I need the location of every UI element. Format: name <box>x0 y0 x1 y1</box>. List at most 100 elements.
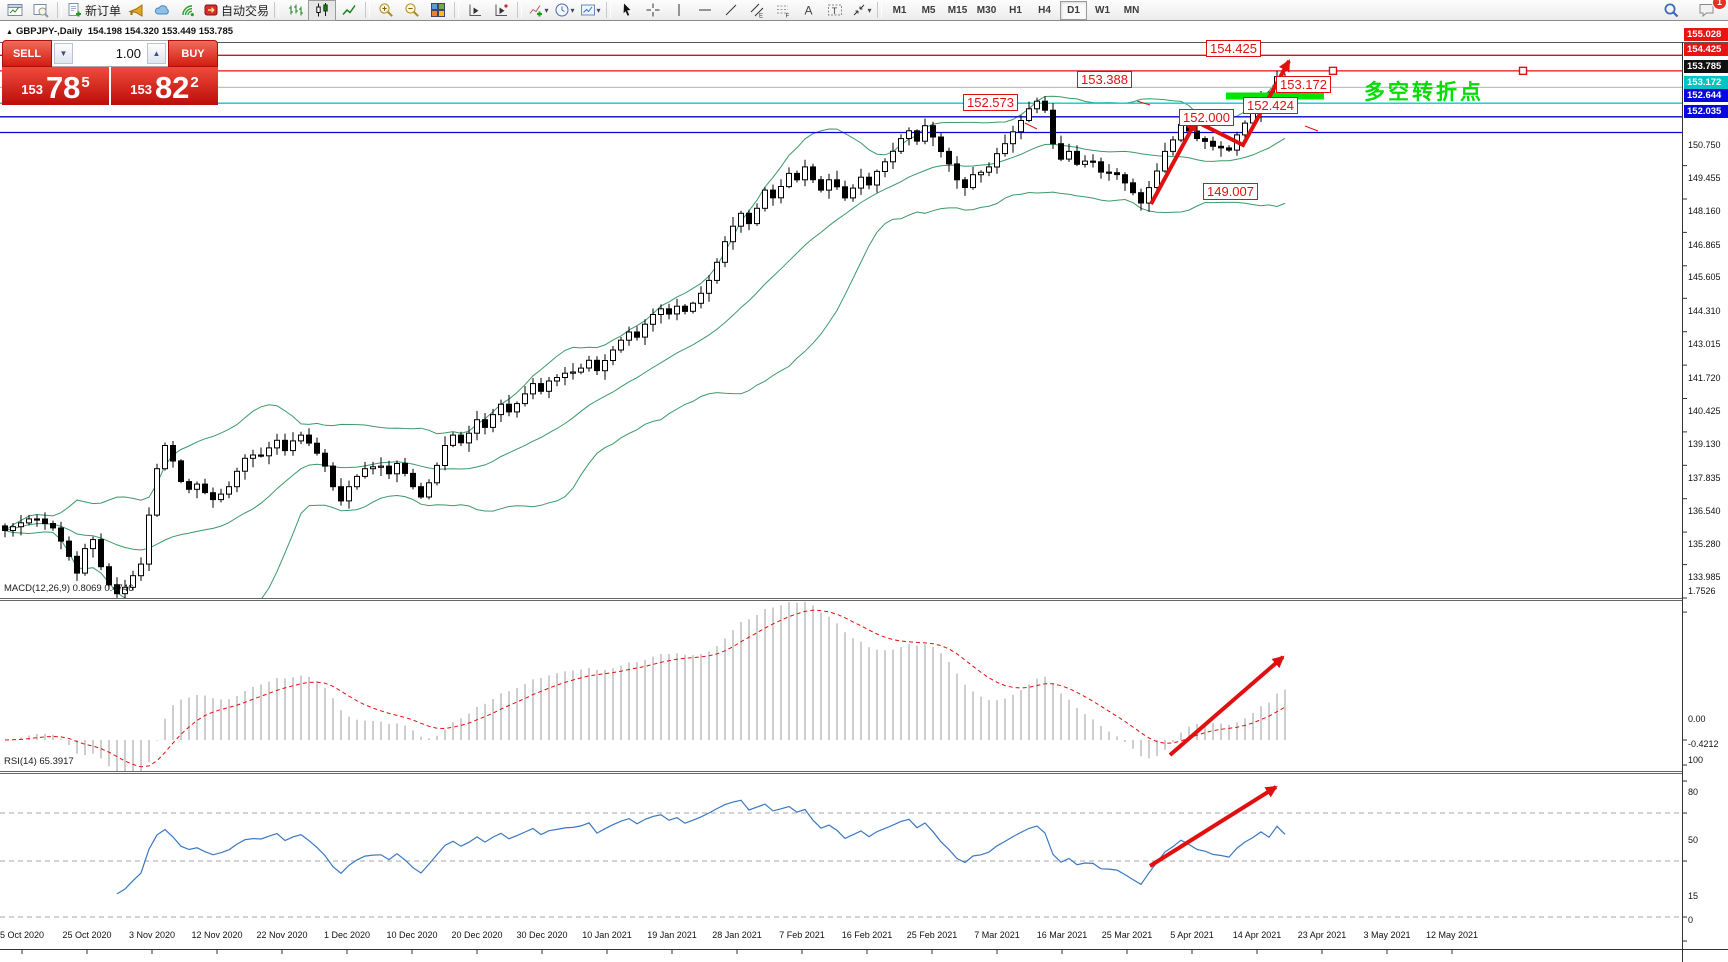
buy-price-pips: 82 <box>155 74 189 102</box>
signals-button[interactable] <box>175 1 201 20</box>
timeframe-mn[interactable]: MN <box>1118 1 1145 20</box>
trendline-button[interactable] <box>718 1 744 20</box>
channel-button[interactable]: E <box>744 1 770 20</box>
indicators-icon <box>528 2 544 18</box>
toolbar-separator <box>517 2 522 18</box>
chart-shift-button[interactable] <box>488 1 514 20</box>
sell-button[interactable]: SELL <box>2 40 52 67</box>
timeframe-m5[interactable]: M5 <box>915 1 942 20</box>
line-handle[interactable] <box>1520 67 1527 74</box>
text-button[interactable]: A <box>796 1 822 20</box>
notifications-button[interactable]: 1 <box>1694 1 1720 20</box>
annotation-leader <box>1305 126 1318 131</box>
timeframe-m15[interactable]: M15 <box>944 1 971 20</box>
toolbar-separator <box>274 2 279 18</box>
bollinger-lower-band <box>5 192 1285 621</box>
candlestick-icon <box>314 2 330 18</box>
auto-scroll-button[interactable] <box>462 1 488 20</box>
timeframe-h1[interactable]: H1 <box>1002 1 1029 20</box>
main-price-pane[interactable] <box>0 55 1682 621</box>
crosshair-icon <box>645 2 661 18</box>
trend-arrow[interactable] <box>1151 121 1196 204</box>
signal-icon <box>180 2 196 18</box>
zoom-in-icon <box>378 2 394 18</box>
cloud-button[interactable] <box>149 1 175 20</box>
timeframe-m1[interactable]: M1 <box>886 1 913 20</box>
trendline-icon <box>723 2 739 18</box>
indicators-button[interactable]: ▾ <box>525 1 551 20</box>
horizontal-line-button[interactable] <box>692 1 718 20</box>
chart-window-button[interactable] <box>2 1 28 20</box>
periods-button[interactable]: ▾ <box>551 1 577 20</box>
chart-window[interactable] <box>0 21 1728 941</box>
volume-field[interactable]: ▼ 1.00 ▲ <box>52 40 168 67</box>
autotrade-icon <box>203 2 219 18</box>
bar-chart-icon <box>287 2 303 18</box>
candlestick-button[interactable] <box>308 0 336 21</box>
chevron-down-icon: ▾ <box>571 6 575 15</box>
auto-scroll-icon <box>467 2 483 18</box>
svg-text:F: F <box>786 14 790 19</box>
templates-button[interactable]: ▾ <box>577 1 603 20</box>
crosshair-button[interactable] <box>640 1 666 20</box>
toolbar-separator <box>57 2 62 18</box>
clock-icon <box>554 2 570 18</box>
volume-decrease-button[interactable]: ▼ <box>54 43 73 64</box>
timeframe-m30[interactable]: M30 <box>973 1 1000 20</box>
timeframe-w1[interactable]: W1 <box>1089 1 1116 20</box>
new-order-icon <box>67 2 83 18</box>
bollinger-upper-band <box>5 73 1285 530</box>
autotrade-label: 自动交易 <box>221 2 269 19</box>
toolbar-separator <box>606 2 611 18</box>
tile-windows-button[interactable] <box>425 1 451 20</box>
arrows-button[interactable]: ▾ <box>848 1 874 20</box>
svg-text:T: T <box>832 6 838 16</box>
macd-pane[interactable] <box>5 602 1285 779</box>
vertical-line-button[interactable] <box>666 1 692 20</box>
cloud-icon <box>154 2 170 18</box>
chart-canvas[interactable] <box>0 21 1728 962</box>
rsi-pane[interactable] <box>0 800 1682 917</box>
trend-arrow[interactable] <box>1170 657 1283 755</box>
chevron-down-icon: ▾ <box>597 6 601 15</box>
timeframe-h4[interactable]: H4 <box>1031 1 1058 20</box>
volume-value[interactable]: 1.00 <box>75 41 145 66</box>
data-window-button[interactable] <box>28 1 54 20</box>
text-icon: A <box>801 2 817 18</box>
zoom-out-icon <box>404 2 420 18</box>
volume-increase-button[interactable]: ▲ <box>147 43 166 64</box>
line-handle[interactable] <box>1330 67 1337 74</box>
bar-chart-button[interactable] <box>282 1 308 20</box>
toolbar-separator <box>365 2 370 18</box>
alerts-button[interactable] <box>123 1 149 20</box>
cursor-button[interactable] <box>614 1 640 20</box>
new-order-button[interactable]: 新订单 <box>65 1 123 20</box>
chart-shift-icon <box>493 2 509 18</box>
user-drawings[interactable] <box>1025 61 1527 866</box>
sell-price-pips: 78 <box>46 74 80 102</box>
svg-text:A: A <box>805 4 813 18</box>
toolbar-separator <box>454 2 459 18</box>
zoom-out-button[interactable] <box>399 1 425 20</box>
timeframe-d1[interactable]: D1 <box>1060 1 1087 20</box>
chart-window-icon <box>7 2 23 18</box>
buy-button[interactable]: BUY <box>168 40 218 67</box>
chevron-down-icon: ▾ <box>868 6 872 15</box>
zoom-in-button[interactable] <box>373 1 399 20</box>
text-label-button[interactable]: T <box>822 1 848 20</box>
fibonacci-icon: F <box>775 2 791 18</box>
search-icon <box>1663 2 1680 19</box>
fibonacci-button[interactable]: F <box>770 1 796 20</box>
new-order-label: 新订单 <box>85 2 121 19</box>
autotrade-button[interactable]: 自动交易 <box>201 1 271 20</box>
line-chart-button[interactable] <box>336 1 362 20</box>
trumpet-icon <box>128 2 144 18</box>
horizontal-line-icon <box>697 2 713 18</box>
sell-price-figure: 153 <box>21 78 43 102</box>
notification-badge: 1 <box>1712 0 1727 10</box>
search-button[interactable] <box>1658 1 1684 20</box>
